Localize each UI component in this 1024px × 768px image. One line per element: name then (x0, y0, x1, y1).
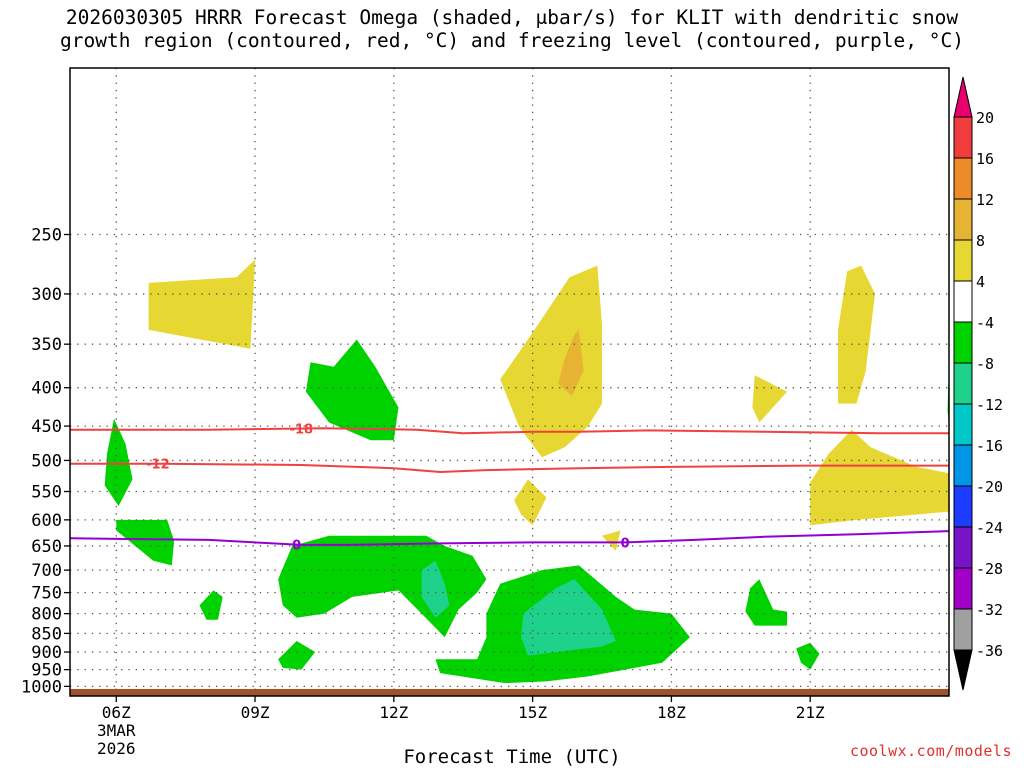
omega-region-8 (305, 339, 399, 441)
colorbar-box-10 (953, 526, 973, 569)
colorbar-box-6 (953, 362, 973, 405)
svg-text:-18: -18 (290, 423, 314, 438)
plot-frame (69, 67, 950, 697)
x-tick-label-15Z: 15Z (518, 703, 547, 722)
credit-text: coolwx.com/models (849, 742, 1012, 760)
omega-region-11 (199, 590, 223, 620)
omega-region-5 (810, 429, 949, 526)
plot-area: -18 -12 0 0 (70, 68, 949, 696)
y-tick-label-850: 850 (31, 624, 62, 644)
colorbar-box-1 (953, 157, 973, 200)
colorbar-box-5 (953, 321, 973, 364)
omega-region-14 (421, 560, 450, 618)
colorbar-label-10: -24 (976, 519, 1003, 537)
colorbar: 20 16 12 8 4 -4 -8 -12 -16 -20 -24 -28 -32 -36 (953, 76, 1003, 691)
x-tick-label-18Z: 18Z (657, 703, 686, 722)
y-tick-label-250: 250 (31, 226, 62, 246)
y-tick-label-1000: 1000 (21, 677, 62, 697)
x-tick-label-09Z: 09Z (241, 703, 270, 722)
contour--12 (70, 462, 949, 474)
colorbar-label-4: 4 (976, 273, 985, 291)
omega-region-12 (278, 641, 316, 670)
y-tick-label-700: 700 (31, 561, 62, 581)
colorbar-label-3: 8 (976, 232, 985, 250)
y-tick-label-600: 600 (31, 511, 62, 531)
y-tick-label-550: 550 (31, 483, 62, 503)
x-tick-label-12Z: 12Z (379, 703, 408, 722)
y-tick-label-950: 950 (31, 661, 62, 681)
contour-label-0: -18 (290, 423, 314, 438)
colorbar-label-12: -32 (976, 601, 1003, 619)
svg-text:-12: -12 (146, 458, 170, 473)
omega-region-0 (148, 259, 256, 349)
colorbar-box-12 (953, 608, 973, 651)
omega-region-13 (278, 535, 487, 638)
colorbar-label-2: 12 (976, 191, 994, 209)
x-tick-year: 2026 (97, 739, 136, 758)
colorbar-box-7 (953, 403, 973, 446)
x-tick-label-06Z: 06Z (102, 703, 131, 722)
colorbar-label-7: -12 (976, 396, 1003, 414)
svg-text:0: 0 (621, 536, 630, 551)
omega-region-1 (500, 265, 602, 458)
y-tick-label-800: 800 (31, 605, 62, 625)
omega-region-9 (104, 418, 133, 506)
colorbar-box-8 (953, 444, 973, 487)
omega-region-10 (116, 519, 175, 566)
svg-text:0: 0 (292, 539, 301, 554)
omega-region-17 (745, 579, 788, 626)
chart-title-line1: 2026030305 HRRR Forecast Omega (shaded, … (65, 6, 959, 29)
y-tick-label-650: 650 (31, 537, 62, 557)
colorbar-top-arrow (953, 76, 973, 118)
colorbar-label-6: -8 (976, 355, 994, 373)
colorbar-label-11: -28 (976, 560, 1003, 578)
contour--18 (70, 427, 949, 435)
chart-title-line2: growth region (contoured, red, °C) and f… (60, 29, 964, 52)
y-tick-label-300: 300 (31, 285, 62, 305)
x-tick-date: 3MAR (97, 721, 136, 740)
omega-region-4 (838, 265, 875, 404)
y-tick-label-350: 350 (31, 335, 62, 355)
colorbar-label-13: -36 (976, 642, 1003, 660)
contour-label-1: -12 (146, 458, 170, 473)
contour-label-2: 0 (292, 539, 301, 554)
colorbar-label-1: 16 (976, 150, 994, 168)
omega-region-2 (558, 329, 584, 396)
y-tick-label-450: 450 (31, 417, 62, 437)
y-tick-label-400: 400 (31, 379, 62, 399)
x-axis-title: Forecast Time (UTC) (403, 746, 621, 768)
omega-region-7 (602, 530, 621, 551)
colorbar-label-0: 20 (976, 109, 994, 127)
colorbar-box-9 (953, 485, 973, 528)
chart-title: 2026030305 HRRR Forecast Omega (shaded, … (0, 6, 1024, 52)
contour-0 (70, 530, 949, 546)
omega-region-6 (514, 479, 547, 526)
omega-region-16 (521, 579, 616, 656)
ground-terrain (70, 688, 949, 696)
colorbar-box-2 (953, 198, 973, 241)
colorbar-box-11 (953, 567, 973, 610)
omega-region-3 (752, 375, 788, 423)
contour-label-3: 0 (621, 536, 630, 551)
colorbar-label-5: -4 (976, 314, 994, 332)
x-tick-label-21Z: 21Z (796, 703, 825, 722)
colorbar-label-8: -16 (976, 437, 1003, 455)
y-tick-label-900: 900 (31, 643, 62, 663)
y-tick-label-500: 500 (31, 451, 62, 471)
colorbar-box-4 (953, 280, 973, 323)
omega-region-18 (796, 642, 820, 670)
colorbar-label-9: -20 (976, 478, 1003, 496)
colorbar-bottom-arrow (953, 649, 973, 691)
colorbar-box-3 (953, 239, 973, 282)
colorbar-box-0 (953, 116, 973, 159)
y-tick-label-750: 750 (31, 584, 62, 604)
